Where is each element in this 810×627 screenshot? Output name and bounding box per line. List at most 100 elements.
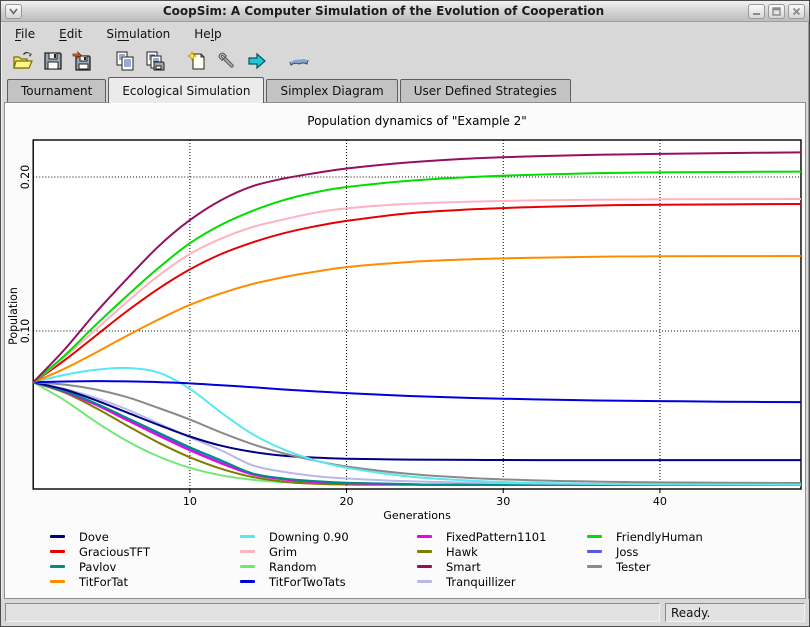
legend-swatch [587,535,602,538]
legend-item: Random [240,559,349,574]
tab-ecological-simulation[interactable]: Ecological Simulation [108,77,264,103]
legend-item: TitForTat [50,574,150,589]
open-button[interactable] [9,48,36,74]
legend-label: TitForTwoTats [269,575,346,589]
legend-label: Joss [616,545,638,559]
chevron-down-icon [9,8,18,15]
legend-label: Dove [79,530,109,544]
save-button[interactable] [39,48,66,74]
book-icon [288,50,310,72]
maximize-button[interactable] [768,4,785,19]
legend-item: FixedPattern1101 [417,529,546,544]
new-document-icon [186,50,208,72]
legend-swatch [417,565,432,568]
x-tick-label: 10 [183,495,197,508]
status-field-main [5,603,660,622]
new-simulation-button[interactable] [183,48,210,74]
legend-column: Downing 0.90GrimRandomTitForTwoTats [240,529,349,589]
chart-legend: DoveGraciousTFTPavlovTitForTat Downing 0.… [5,527,805,593]
status-field-ready: Ready. [665,603,805,622]
legend-column: FixedPattern1101HawkSmartTranquillizer [417,529,546,589]
menu-simulation[interactable]: Simulation [98,24,178,44]
legend-swatch [50,535,65,538]
save-icon [42,50,64,72]
legend-label: Grim [269,545,297,559]
legend-item: GraciousTFT [50,544,150,559]
legend-label: Hawk [446,545,478,559]
copy-save-icon [144,50,166,72]
legend-swatch [50,565,65,568]
menu-bar: File Edit Simulation Help [1,22,809,46]
copy-button[interactable] [111,48,138,74]
legend-swatch [417,535,432,538]
minimize-button[interactable] [748,4,765,19]
legend-swatch [417,580,432,583]
chart-title: Population dynamics of "Example 2" [307,114,527,128]
app-window: CoopSim: A Computer Simulation of the Ev… [0,0,810,627]
legend-label: Downing 0.90 [269,530,349,544]
legend-label: TitForTat [79,575,128,589]
ecological-simulation-panel: 0.100.2010203040Population dynamics of "… [4,102,806,599]
tab-tournament[interactable]: Tournament [7,79,106,102]
x-tick-label: 40 [653,495,667,508]
legend-column: DoveGraciousTFTPavlovTitForTat [50,529,150,589]
minimize-icon [752,7,761,16]
setup-button[interactable] [213,48,240,74]
legend-swatch [587,565,602,568]
y-tick-label: 0.10 [19,319,32,343]
legend-label: Tranquillizer [446,575,516,589]
x-tick-label: 20 [340,495,354,508]
legend-label: Smart [446,560,481,574]
legend-swatch [587,550,602,553]
tab-simplex-diagram[interactable]: Simplex Diagram [266,79,397,102]
copy-icon [114,50,136,72]
legend-label: FixedPattern1101 [446,530,546,544]
legend-item: Pavlov [50,559,150,574]
x-axis-label: Generations [383,509,451,522]
maximize-icon [772,7,781,16]
legend-item: Tranquillizer [417,574,546,589]
run-button[interactable] [243,48,270,74]
legend-label: Pavlov [79,560,116,574]
legend-swatch [240,535,255,538]
title-bar[interactable]: CoopSim: A Computer Simulation of the Ev… [1,1,809,22]
documentation-button[interactable] [285,48,312,74]
save-as-button[interactable] [69,48,96,74]
legend-item: Tester [587,559,703,574]
menu-help[interactable]: Help [186,24,229,44]
legend-column: FriendlyHumanJossTester [587,529,703,574]
legend-swatch [240,565,255,568]
legend-label: Random [269,560,317,574]
legend-item: Grim [240,544,349,559]
legend-label: FriendlyHuman [616,530,703,544]
run-arrow-icon [246,50,268,72]
window-menu-button[interactable] [5,4,22,19]
folder-open-icon [12,50,34,72]
population-chart: 0.100.2010203040Population dynamics of "… [5,103,805,528]
legend-item: Joss [587,544,703,559]
legend-swatch [417,550,432,553]
legend-label: Tester [616,560,650,574]
legend-swatch [50,580,65,583]
x-tick-label: 30 [496,495,510,508]
menu-file[interactable]: File [7,24,43,44]
window-title: CoopSim: A Computer Simulation of the Ev… [22,4,745,18]
legend-item: Hawk [417,544,546,559]
wrench-icon [216,50,238,72]
tab-user-defined-strategies[interactable]: User Defined Strategies [400,79,571,102]
legend-swatch [240,580,255,583]
save-as-icon [72,50,94,72]
menu-edit[interactable]: Edit [51,24,90,44]
close-button[interactable] [788,4,805,19]
y-axis-label: Population [7,287,20,345]
toolbar [1,46,809,76]
legend-label: GraciousTFT [79,545,150,559]
copy-to-disk-button[interactable] [141,48,168,74]
tab-bar: TournamentEcological SimulationSimplex D… [1,76,809,102]
legend-item: Downing 0.90 [240,529,349,544]
status-bar: Ready. [1,599,809,626]
legend-item: FriendlyHuman [587,529,703,544]
close-icon [792,7,801,16]
legend-item: TitForTwoTats [240,574,349,589]
legend-item: Dove [50,529,150,544]
